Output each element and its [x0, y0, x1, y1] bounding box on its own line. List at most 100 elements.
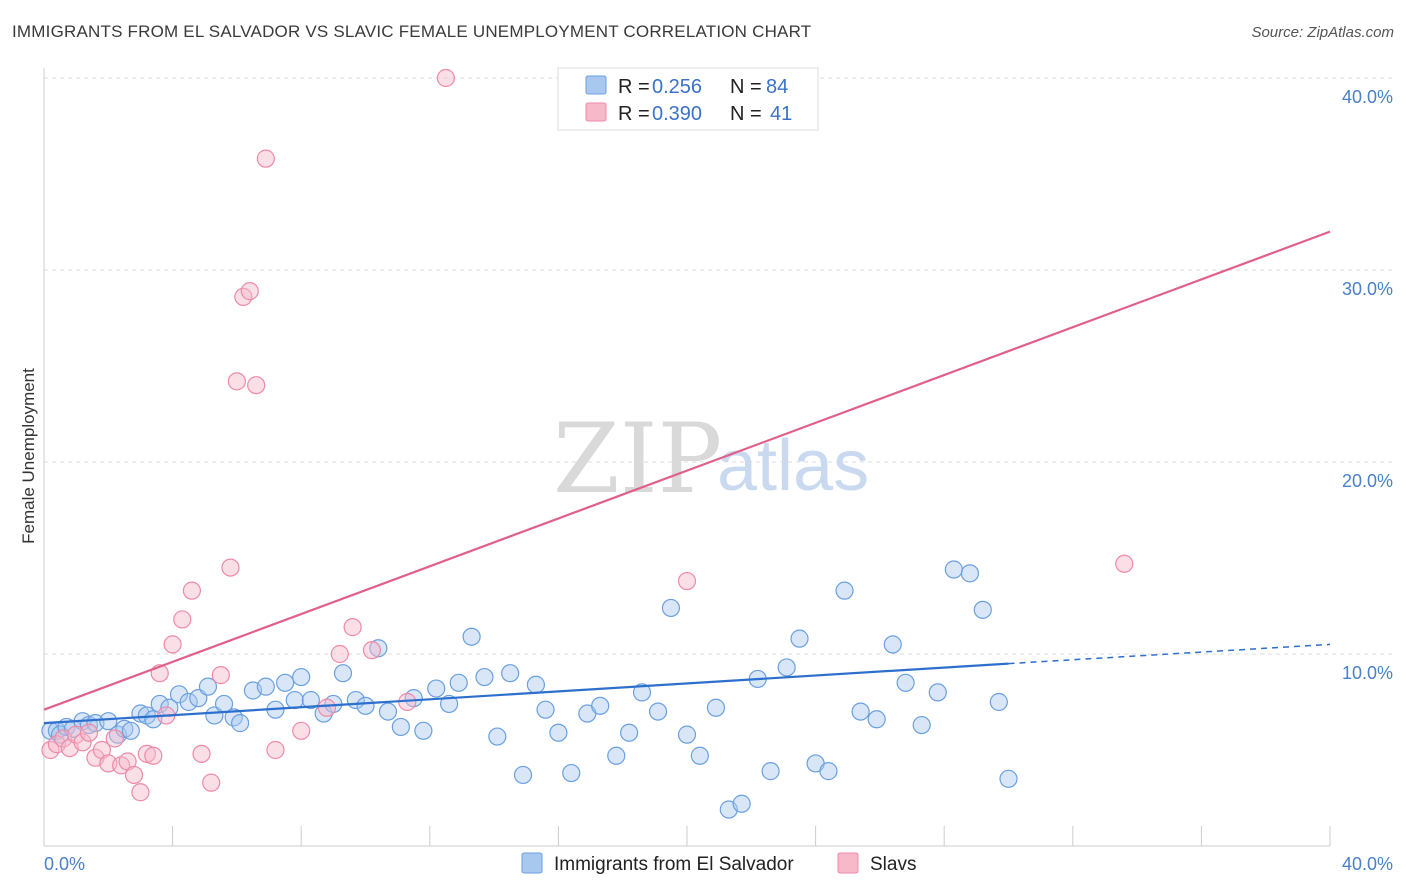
point-el-salvador: [732, 794, 751, 813]
point-el-salvador: [198, 677, 218, 696]
point-el-salvador: [391, 717, 410, 737]
legend-n-label-1: N =: [730, 76, 762, 98]
point-el-salvador: [706, 698, 726, 717]
point-el-salvador: [462, 627, 481, 646]
point-el-salvador: [790, 629, 809, 648]
point-el-salvador: [761, 762, 780, 781]
point-el-salvador: [620, 723, 639, 742]
point-el-salvador: [513, 765, 533, 785]
point-slavs: [221, 558, 240, 577]
point-el-salvador: [356, 696, 375, 715]
point-el-salvador: [835, 581, 854, 600]
point-slavs: [292, 721, 311, 740]
point-el-salvador: [285, 690, 304, 710]
legend-n-value-1: 84: [766, 76, 788, 98]
series-legend-label-1: Immigrants from El Salvador: [554, 854, 794, 875]
trend-lines: [43, 230, 1331, 725]
point-el-salvador: [121, 721, 140, 740]
point-slavs: [144, 746, 163, 765]
point-slavs: [247, 376, 266, 395]
point-slavs: [317, 698, 337, 717]
point-slavs: [173, 610, 192, 629]
point-el-salvador: [488, 727, 507, 746]
point-el-salvador: [449, 673, 468, 692]
y-tick-labels: 10.0% 20.0% 30.0% 40.0%: [1342, 87, 1393, 683]
point-el-salvador: [777, 658, 796, 677]
point-el-salvador: [549, 723, 568, 742]
grid-lines: [44, 77, 1392, 655]
trend-line-el-salvador: [43, 662, 1009, 725]
series-legend-swatch-pink: [837, 852, 859, 874]
point-slavs: [362, 641, 382, 660]
point-slavs: [227, 372, 246, 391]
point-el-salvador: [648, 702, 668, 721]
point-el-salvador: [960, 564, 980, 583]
x-tick-label-min: 0.0%: [44, 854, 85, 874]
legend-n-value-2: 41: [770, 103, 792, 125]
point-el-salvador: [475, 667, 494, 687]
point-slavs: [79, 723, 99, 742]
y-tick-label: 10.0%: [1342, 663, 1393, 683]
point-slavs: [182, 581, 201, 600]
point-el-salvador: [276, 673, 295, 692]
point-slavs: [73, 733, 92, 752]
point-el-salvador: [896, 673, 915, 692]
point-slavs: [1115, 554, 1134, 573]
point-el-salvador: [632, 683, 652, 702]
point-slavs: [330, 644, 349, 664]
point-el-salvador: [301, 690, 320, 710]
point-el-salvador: [912, 715, 931, 735]
legend-r-label-1: R =: [618, 76, 650, 98]
point-el-salvador: [677, 725, 697, 744]
chart-title: IMMIGRANTS FROM EL SALVADOR VS SLAVIC FE…: [12, 22, 812, 41]
point-el-salvador: [526, 675, 545, 694]
point-el-salvador: [369, 639, 388, 658]
point-slavs: [436, 68, 455, 88]
point-slavs: [124, 765, 144, 785]
point-el-salvador: [661, 598, 681, 618]
y-tick-label: 30.0%: [1342, 279, 1393, 299]
point-slavs: [137, 744, 156, 763]
point-el-salvador: [536, 700, 555, 719]
point-el-salvador: [439, 694, 459, 714]
x-tick-label-max: 40.0%: [1342, 854, 1393, 874]
y-axis-label: Female Unemployment: [19, 368, 38, 544]
chart-source: Source: ZipAtlas.com: [1251, 24, 1394, 41]
point-el-salvador: [591, 696, 610, 715]
point-slavs: [266, 740, 285, 760]
series-legend-swatch-blue: [521, 852, 543, 874]
point-el-salvador: [292, 667, 311, 687]
point-el-salvador: [928, 683, 947, 702]
stats-legend: R = 0.256 N = 84 R = 0.390 N = 41: [557, 67, 819, 131]
y-tick-label: 20.0%: [1342, 471, 1393, 491]
series-legend: Immigrants from El Salvador Slavs: [521, 852, 916, 875]
legend-r-value-1: 0.256: [652, 76, 702, 98]
point-el-salvador: [115, 719, 134, 738]
legend-n-label-2: N =: [730, 103, 762, 125]
point-slavs: [105, 729, 124, 748]
point-el-salvador: [333, 664, 353, 683]
legend-swatch-blue: [585, 75, 607, 95]
point-el-salvador: [179, 692, 198, 712]
legend-r-value-2: 0.390: [652, 103, 702, 125]
point-el-salvador: [999, 769, 1018, 788]
data-points: [41, 68, 1134, 819]
point-el-salvador: [562, 763, 581, 783]
point-slavs: [131, 783, 150, 802]
point-el-salvador: [851, 702, 870, 721]
legend-r-label-2: R =: [618, 103, 650, 125]
point-el-salvador: [150, 694, 169, 714]
legend-swatch-pink: [585, 102, 607, 122]
point-slavs: [240, 282, 259, 301]
trend-line-slavs: [43, 230, 1331, 711]
series-legend-label-2: Slavs: [870, 854, 916, 875]
point-el-salvador: [378, 702, 398, 721]
point-slavs: [677, 571, 697, 591]
point-el-salvador: [607, 746, 626, 765]
point-el-salvador: [256, 677, 275, 696]
point-slavs: [211, 666, 230, 685]
point-el-salvador: [427, 679, 446, 698]
point-el-salvador: [973, 600, 992, 619]
point-slavs: [192, 744, 211, 763]
